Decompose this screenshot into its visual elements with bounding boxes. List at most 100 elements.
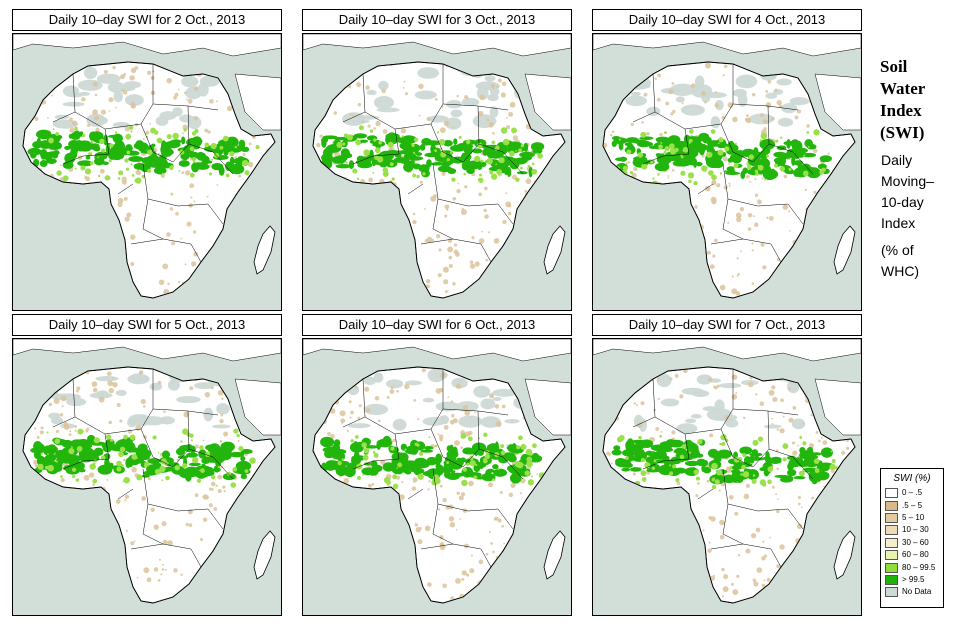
moist-patch <box>515 177 520 182</box>
moist-patch <box>244 170 250 176</box>
dry-patch <box>617 279 621 282</box>
wet-patch <box>87 434 96 444</box>
dry-patch <box>759 401 765 406</box>
moist-patch <box>55 460 58 463</box>
dry-patch <box>23 599 26 602</box>
moist-patch <box>189 146 195 152</box>
no-data-patch <box>62 101 85 107</box>
moist-patch <box>118 170 124 176</box>
dry-patch <box>69 599 72 603</box>
country-border <box>792 456 814 480</box>
dry-patch <box>106 495 110 499</box>
panel-title: Daily 10–day SWI for 2 Oct., 2013 <box>12 9 282 31</box>
dry-patch <box>123 196 128 201</box>
dry-patch <box>401 481 404 484</box>
dry-patch <box>851 586 855 590</box>
moist-patch <box>244 469 249 474</box>
dry-patch <box>343 477 350 484</box>
dry-patch <box>94 93 98 97</box>
moist-patch <box>71 467 77 472</box>
dry-patch <box>34 427 37 430</box>
country-border <box>162 543 202 568</box>
dry-patch <box>60 395 67 402</box>
dry-patch <box>108 97 114 103</box>
europe-land <box>303 34 571 57</box>
wet-patch <box>61 439 73 448</box>
dry-patch <box>185 522 189 527</box>
dry-patch <box>449 419 455 425</box>
dry-patch <box>662 190 665 193</box>
moist-patch <box>482 458 488 464</box>
moist-patch <box>390 446 395 451</box>
dry-patch <box>418 114 421 117</box>
dry-patch <box>736 216 742 223</box>
africa-map <box>592 33 862 311</box>
wet-patch <box>117 438 133 445</box>
dry-patch <box>98 396 105 403</box>
moist-patch <box>208 172 213 176</box>
wet-patch <box>40 142 47 148</box>
dry-patch <box>753 222 759 228</box>
dry-patch <box>69 127 75 133</box>
africa-map <box>302 33 572 311</box>
dry-patch <box>199 296 203 298</box>
dry-patch <box>662 549 664 552</box>
moist-patch <box>363 149 370 156</box>
dry-patch <box>25 496 30 501</box>
dry-patch <box>705 62 711 69</box>
dry-patch <box>628 200 635 206</box>
dry-patch <box>550 180 553 183</box>
wet-patch <box>79 443 93 449</box>
dry-patch <box>443 279 449 285</box>
dry-patch <box>371 196 377 203</box>
dry-patch <box>724 415 729 420</box>
wet-patch <box>684 460 700 467</box>
dry-patch <box>353 263 357 267</box>
dry-patch <box>69 531 76 538</box>
dry-patch <box>469 260 474 264</box>
dry-patch <box>731 275 734 278</box>
no-data-patch <box>681 387 704 395</box>
wet-patch <box>731 465 742 470</box>
dry-patch <box>450 596 455 601</box>
dry-patch <box>839 521 846 527</box>
dry-patch <box>150 507 155 512</box>
dry-patch <box>447 396 450 399</box>
moist-patch <box>721 441 726 447</box>
dry-patch <box>32 504 38 510</box>
dry-patch <box>438 248 442 252</box>
dry-patch <box>409 293 412 297</box>
dry-patch <box>383 292 386 295</box>
dry-patch <box>748 120 751 123</box>
moist-patch <box>640 458 646 463</box>
dry-patch <box>90 580 93 583</box>
dry-patch <box>44 491 51 498</box>
dry-patch <box>237 520 242 526</box>
dry-patch <box>161 521 167 527</box>
dry-patch <box>264 154 268 158</box>
moist-patch <box>494 452 500 458</box>
moist-patch <box>542 479 545 481</box>
moist-patch <box>628 161 631 164</box>
dry-patch <box>70 507 74 511</box>
dry-patch <box>512 135 519 141</box>
dry-patch <box>167 282 170 286</box>
no-data-patch <box>366 89 377 96</box>
wet-patch <box>400 160 413 165</box>
africa-map <box>12 33 282 311</box>
wet-patch <box>105 144 111 154</box>
dry-patch <box>766 598 771 603</box>
moist-patch <box>428 436 431 438</box>
dry-patch <box>438 434 444 440</box>
moist-patch <box>134 178 139 183</box>
dry-patch <box>27 565 32 570</box>
dry-patch <box>712 254 716 258</box>
africa-map <box>302 338 572 616</box>
dry-patch <box>245 209 250 214</box>
unit-line: WHC) <box>881 263 920 279</box>
dry-patch <box>723 64 728 68</box>
country-border <box>162 238 202 263</box>
dry-patch <box>611 130 615 134</box>
dry-patch <box>709 264 715 270</box>
dry-patch <box>80 557 85 562</box>
